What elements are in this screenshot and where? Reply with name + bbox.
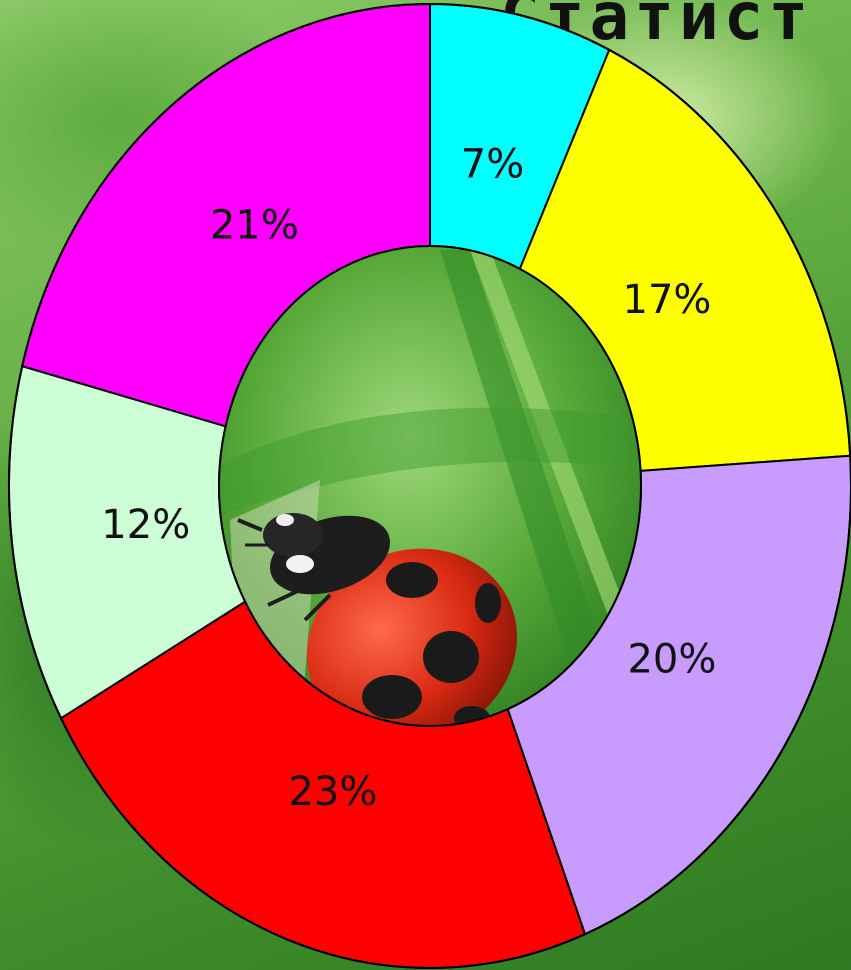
slice-label-20: 20% xyxy=(627,636,716,682)
slice-label-21: 21% xyxy=(210,202,299,248)
slice-label-23: 23% xyxy=(288,769,377,815)
slice-label-17: 17% xyxy=(623,277,712,323)
slice-label-7: 7% xyxy=(461,142,524,188)
slice-label-12: 12% xyxy=(101,502,190,548)
